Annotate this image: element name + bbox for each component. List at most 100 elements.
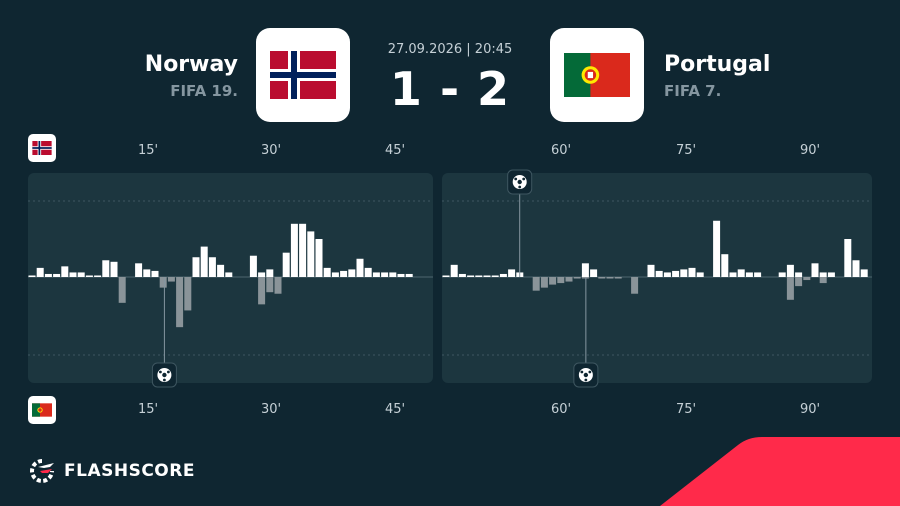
home-momentum-bar [590,269,598,277]
home-momentum-bar [795,272,803,277]
ball-patch [518,185,522,189]
ball-patch [584,378,588,382]
home-momentum-bar [102,260,110,277]
home-momentum-bar [819,272,827,277]
home-momentum-bar [299,223,307,277]
home-momentum-bar [688,267,696,277]
home-momentum-bar [217,264,225,277]
home-momentum-bar [53,273,61,277]
home-momentum-bar [696,272,704,277]
away-momentum-bar [614,277,622,279]
top-tick-label: 45' [384,143,406,158]
home-momentum-bar [663,272,671,277]
first-half-panel [28,173,433,383]
away-momentum-bar [631,277,639,294]
home-mini-flag [28,134,56,162]
home-momentum-bar [28,275,36,277]
ball-patch [580,370,584,374]
home-momentum-bar [135,263,143,277]
home-momentum-bar [450,264,458,277]
home-momentum-bar [258,272,266,277]
home-momentum-bar [581,263,589,277]
top-tick-label: 75' [675,143,697,158]
home-momentum-bar [348,269,356,277]
away-momentum-bar [266,277,274,293]
home-momentum-bar [786,264,794,277]
bottom-tick-label: 90' [799,402,821,417]
home-momentum-bar [356,258,364,277]
home-momentum-bar [340,270,348,277]
home-momentum-bar [266,269,274,277]
ball-patch [159,370,162,374]
home-team-flag [256,28,350,122]
ball-patch [514,177,518,181]
away-momentum-bar [540,277,548,288]
bottom-tick-label: 45' [384,402,406,417]
home-momentum-bar [307,231,315,277]
home-momentum-bar [811,263,819,277]
home-momentum-bar [397,273,405,277]
home-momentum-bar [200,246,208,277]
home-momentum-bar [852,260,860,277]
home-team-name: Norway [144,52,238,77]
home-momentum-bar [491,275,499,277]
home-momentum-bar [249,255,257,277]
ball-patch [517,179,522,185]
portugal-flag-icon [564,53,630,97]
top-tick-label: 15' [137,143,159,158]
away-momentum-bar [118,277,126,303]
home-momentum-bar [94,275,102,277]
top-tick-label: 60' [550,143,572,158]
ball-patch [163,378,166,382]
away-momentum-bar [819,277,827,284]
home-momentum-bar [44,273,52,277]
home-momentum-bar [647,264,655,277]
ball-patch [522,177,526,181]
away-momentum-bar [795,277,803,287]
home-momentum-bar [827,272,835,277]
away-momentum-bar [598,277,606,279]
away-momentum-bar [184,277,192,311]
away-momentum-bar [606,277,614,279]
home-momentum-bar [323,267,331,277]
bottom-tick-label: 15' [137,402,159,417]
ball-patch [583,372,589,378]
home-momentum-bar [737,269,745,277]
home-momentum-bar [745,272,753,277]
home-momentum-bar [290,223,298,277]
home-momentum-bar [192,257,200,277]
home-momentum-bar [475,275,483,277]
home-momentum-bar [69,272,77,277]
match-score: 1 - 2 [389,62,511,116]
home-momentum-bar [844,239,852,277]
away-momentum-bar [167,277,175,282]
away-mini-flag [28,396,56,424]
away-team-flag [550,28,644,122]
ball-patch [162,372,167,378]
home-momentum-bar [680,269,688,277]
away-momentum-bar [803,277,811,281]
top-tick-label: 90' [799,143,821,158]
away-team-rank: FIFA 7. [664,82,722,100]
away-momentum-bar [258,277,266,305]
home-momentum-bar [143,269,151,277]
bottom-tick-label: 60' [550,402,572,417]
home-momentum-bar [208,257,216,277]
home-momentum-bar [85,275,93,277]
away-momentum-bar [786,277,794,300]
ball-patch [588,370,592,374]
home-momentum-bar [655,270,663,277]
match-datetime: 27.09.2026 | 20:45 [387,42,513,57]
home-team-rank: FIFA 19. [170,82,238,100]
home-momentum-bar [77,272,85,277]
away-momentum-bar [159,277,167,288]
home-momentum-bar [778,272,786,277]
norway-flag-icon [270,51,336,99]
home-momentum-bar [713,220,721,277]
home-momentum-bar [508,269,516,277]
ball-patch [167,370,170,374]
away-momentum-bar [573,277,581,279]
home-momentum-bar [467,275,475,277]
away-team-name: Portugal [664,52,771,77]
